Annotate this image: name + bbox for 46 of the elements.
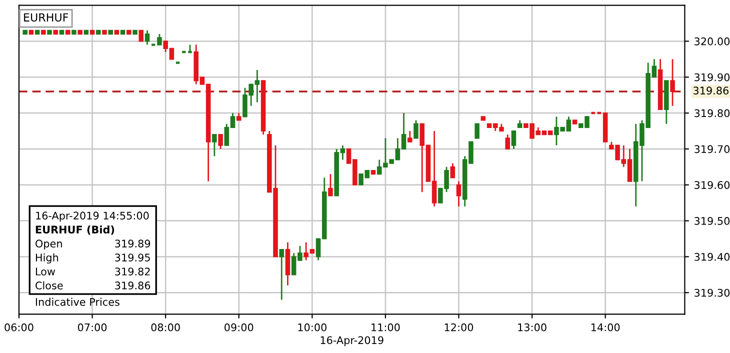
x-tick-label: 09:00 xyxy=(224,323,254,332)
x-tick-label: 12:00 xyxy=(444,323,474,332)
annotation: Low xyxy=(36,268,56,276)
y-tick-label: 319.30 xyxy=(694,288,730,297)
candlestick xyxy=(212,134,217,157)
annotation: 319.95 xyxy=(115,254,150,262)
candlestick xyxy=(456,180,462,208)
annotation: 16-Apr-2019 14:55:00 xyxy=(36,212,149,222)
candlestick xyxy=(328,173,333,196)
candlestick xyxy=(474,123,480,139)
candlestick xyxy=(505,134,510,150)
y-tick-label: 319.80 xyxy=(694,109,730,118)
x-tick-label: 11:00 xyxy=(372,323,400,332)
x-tick-label: 07:00 xyxy=(78,323,107,332)
y-tick-label: 319.50 xyxy=(694,217,730,225)
x-tick-label: 06:00 xyxy=(4,323,34,332)
annotation: EURHUF (Bid) xyxy=(36,225,114,235)
candlestick xyxy=(279,248,284,300)
annotation: 319.82 xyxy=(115,268,150,276)
x-tick-label: 13:00 xyxy=(518,323,546,332)
annotation: Open xyxy=(36,240,62,250)
y-tick-label: 319.90 xyxy=(694,73,730,82)
y-tick-label: 320.00 xyxy=(694,37,730,46)
annotation: 319.89 xyxy=(115,240,150,248)
y-tick-label: 319.60 xyxy=(694,181,730,189)
candlestick xyxy=(138,30,144,42)
candlestick xyxy=(408,130,412,142)
y-tick-label: 319.70 xyxy=(694,145,730,154)
candlestick xyxy=(450,162,456,178)
x-tick-label: 14:00 xyxy=(591,323,620,332)
candlestick xyxy=(414,120,418,139)
x-tick-label: 10:00 xyxy=(298,323,326,332)
candlestick xyxy=(144,30,150,46)
annotation: High xyxy=(36,253,58,264)
x-axis-title: 16-Apr-2019 xyxy=(320,336,384,346)
annotation: 319.86 xyxy=(115,282,150,290)
ref-line-label: 319.86 xyxy=(694,86,729,95)
y-tick-label: 319.40 xyxy=(694,252,730,261)
text: EURHUF xyxy=(24,13,68,22)
candlestick xyxy=(511,130,516,150)
annotation: Close xyxy=(36,281,63,290)
candlestick xyxy=(157,33,162,46)
candlestick xyxy=(670,58,675,107)
x-tick-label: 08:00 xyxy=(151,323,180,332)
candlestick xyxy=(218,134,223,150)
annotation: Indicative Prices xyxy=(36,298,120,306)
